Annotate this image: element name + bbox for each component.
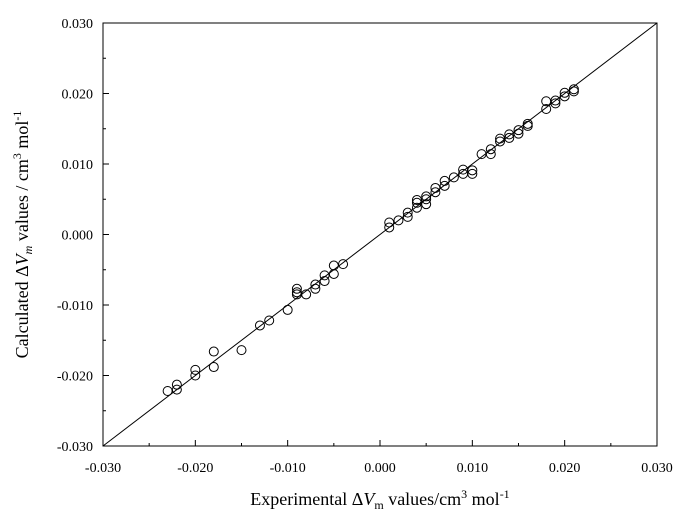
data-point: [237, 346, 246, 355]
data-point: [449, 173, 458, 182]
data-point: [329, 269, 338, 278]
y-tick-label: 0.010: [62, 158, 94, 173]
x-tick-label: -0.030: [85, 461, 121, 476]
x-tick-label: -0.020: [177, 461, 213, 476]
x-tick-label: 0.010: [457, 461, 489, 476]
data-point: [209, 347, 218, 356]
y-axis-ticks: -0.030 -0.020 -0.010 0.000 0.010 0.020 0.030: [57, 17, 109, 455]
data-point: [329, 261, 338, 270]
data-point: [283, 305, 292, 314]
y-axis-title: Calculated ΔVm values / cm3 mol-1: [10, 111, 35, 359]
x-tick-label: 0.020: [549, 461, 581, 476]
y-tick-label: 0.000: [62, 229, 94, 244]
data-point: [255, 321, 264, 330]
y-tick-label: -0.030: [57, 440, 93, 455]
x-tick-label: 0.000: [364, 461, 396, 476]
data-point: [209, 363, 218, 372]
data-point: [265, 316, 274, 325]
data-point: [569, 87, 578, 96]
x-tick-label: 0.030: [641, 461, 673, 476]
data-points: [163, 85, 578, 396]
x-tick-label: -0.010: [270, 461, 306, 476]
y-tick-label: 0.030: [62, 17, 94, 32]
x-axis-ticks: -0.030 -0.020 -0.010 0.000 0.010 0.020 0.030: [85, 440, 673, 476]
y-tick-label: -0.020: [57, 370, 93, 385]
data-point: [339, 260, 348, 269]
data-point: [523, 121, 532, 130]
x-axis-title: Experimental ΔVm values/cm3 mol-1: [250, 487, 509, 512]
data-point: [191, 365, 200, 374]
y-tick-label: -0.010: [57, 299, 93, 314]
y-tick-label: 0.020: [62, 88, 94, 103]
data-point: [163, 387, 172, 396]
data-point: [320, 271, 329, 280]
